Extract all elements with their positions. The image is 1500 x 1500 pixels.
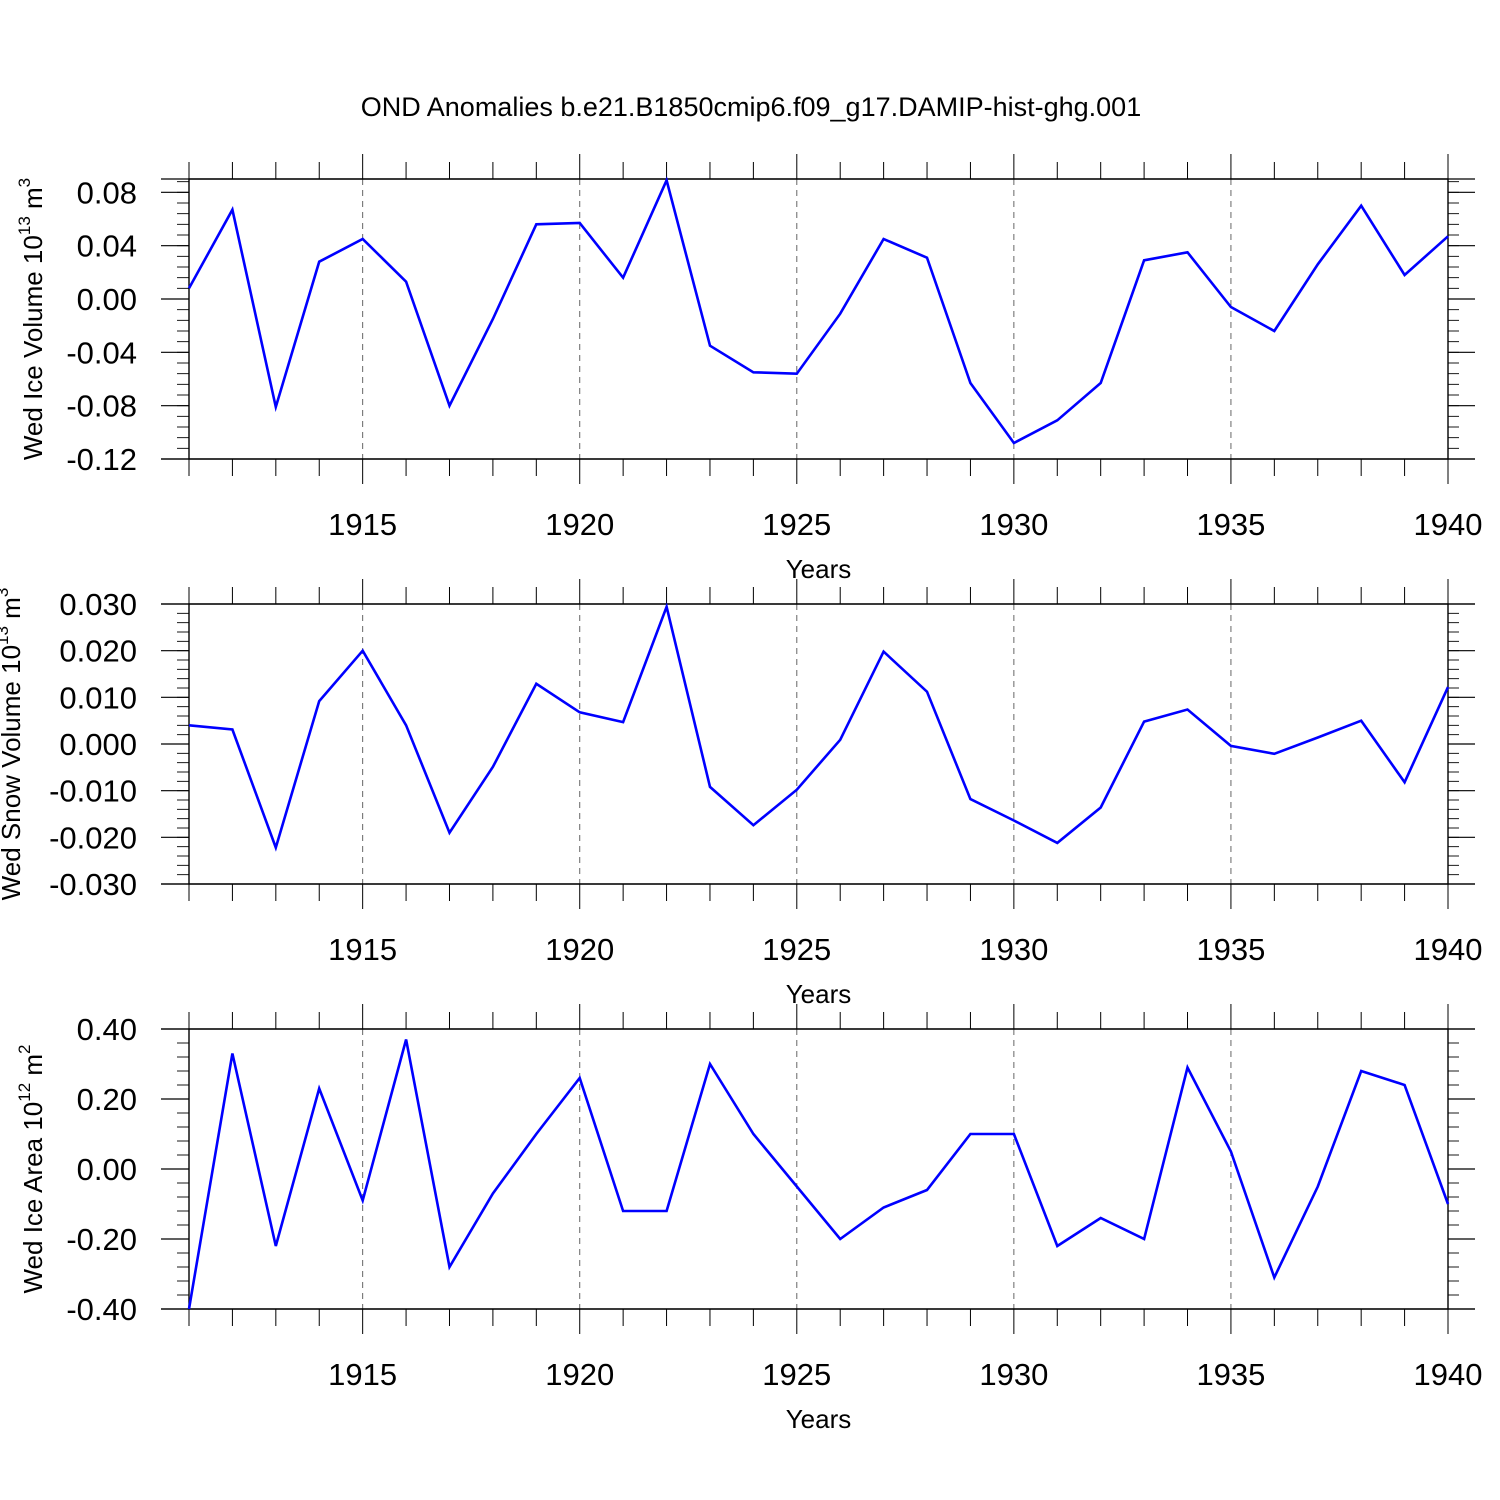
y-axis-unit-exponent: 13 [15,216,34,235]
main-title: OND Anomalies b.e21.B1850cmip6.f09_g17.D… [361,92,1141,122]
x-tick-label: 1915 [328,932,397,967]
chart-panel-1: 0.08 0.04 0.00 -0.04 -0.08 -0.12 1915 1920 1925 1… [15,154,1482,584]
x-tick-label: 1930 [979,932,1048,967]
y-tick-label: 0.40 [77,1012,137,1047]
x-tick-label: 1925 [762,932,831,967]
y-tick-label: 0.000 [59,727,137,762]
y-tick-label: 0.030 [59,587,137,622]
y-axis-unit: m [18,187,48,216]
plot-frame [188,178,1449,460]
y-tick-label: 0.020 [59,634,137,669]
x-tick-label: 1920 [545,932,614,967]
y-tick-label: -0.40 [66,1292,137,1327]
y-axis-unit-exponent: 12 [15,1083,34,1102]
y-axis-unit: m [0,597,26,626]
x-tick-label: 1925 [762,1357,831,1392]
x-tick-label: 1920 [545,1357,614,1392]
y-axis-unit-exponent: 3 [0,588,12,597]
chart-panel-2: 0.030 0.020 0.010 0.000 -0.010 -0.020 -0.030 19… [0,579,1482,1009]
x-tick-label: 1915 [328,507,397,542]
y-axis-unit-exponent: 2 [15,1044,34,1053]
y-tick-label: -0.12 [66,442,137,477]
y-tick-label: -0.04 [66,335,137,370]
plot-frame [188,1028,1449,1310]
x-axis-title: Years [786,554,852,584]
y-axis-title-text: Wed Snow Volume 10 [0,645,26,900]
y-tick-label: -0.020 [49,820,137,855]
y-axis-unit-exponent: 13 [0,626,12,645]
y-tick-label: -0.010 [49,774,137,809]
y-tick-label: 0.00 [77,282,137,317]
y-axis-title-text: Wed Ice Area 10 [18,1102,48,1294]
x-tick-label: 1915 [328,1357,397,1392]
x-tick-label: 1935 [1196,932,1265,967]
y-tick-label: 0.20 [77,1082,137,1117]
y-axis-title: Wed Ice Area 1012 m2 [15,1044,48,1293]
plot-frame [188,603,1449,885]
y-axis-title-text: Wed Ice Volume 10 [18,235,48,460]
y-axis-unit-exponent: 3 [15,178,34,187]
y-tick-label: -0.20 [66,1222,137,1257]
series-line [188,602,1450,852]
x-axis-title: Years [786,979,852,1009]
x-tick-label: 1925 [762,507,831,542]
y-tick-label: 0.08 [77,175,137,210]
series-line [187,1039,1450,1310]
x-axis-title: Years [786,1404,852,1434]
y-tick-label: 0.010 [59,680,137,715]
x-tick-label: 1935 [1196,1357,1265,1392]
y-axis-title: Wed Ice Volume 1013 m3 [15,178,48,460]
y-axis-unit: m [18,1054,48,1083]
x-tick-label: 1940 [1414,507,1483,542]
x-tick-label: 1940 [1414,1357,1483,1392]
y-tick-label: -0.030 [49,867,137,902]
y-tick-label: 0.00 [77,1152,137,1187]
x-tick-label: 1940 [1414,932,1483,967]
y-axis-title: Wed Snow Volume 1013 m3 [0,588,26,901]
y-tick-label: -0.08 [66,389,137,424]
x-tick-label: 1930 [979,507,1048,542]
x-tick-label: 1920 [545,507,614,542]
x-tick-label: 1935 [1196,507,1265,542]
panels: 0.08 0.04 0.00 -0.04 -0.08 -0.12 1915 1920 1925 1… [0,154,1482,1434]
y-tick-label: 0.04 [77,229,137,264]
chart-panel-3: 0.40 0.20 0.00 -0.20 -0.40 1915 1920 1925 1930 19… [15,1004,1482,1434]
series-line [187,176,1449,445]
x-tick-label: 1930 [979,1357,1048,1392]
